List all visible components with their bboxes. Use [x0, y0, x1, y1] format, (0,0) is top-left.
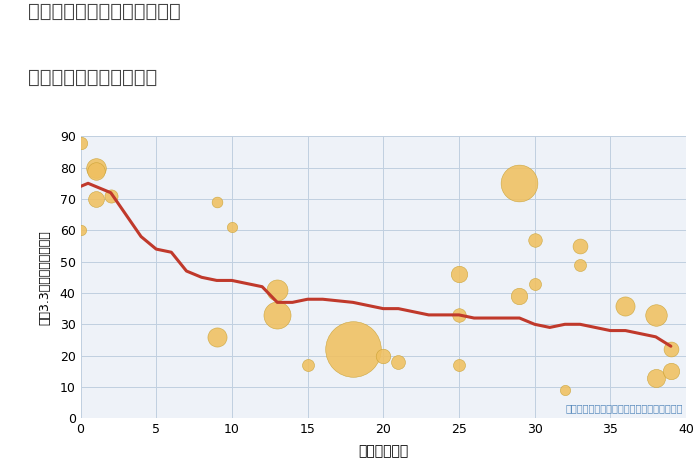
Point: [90, 167, 101, 174]
Point: [393, 358, 404, 366]
Point: [514, 292, 525, 300]
Point: [665, 368, 676, 375]
Point: [665, 345, 676, 353]
Point: [347, 345, 358, 353]
Point: [575, 242, 586, 250]
Point: [105, 192, 116, 200]
Point: [454, 361, 465, 369]
Point: [454, 311, 465, 319]
Point: [559, 386, 570, 394]
Point: [272, 286, 283, 294]
Point: [650, 311, 662, 319]
Point: [529, 280, 540, 287]
Point: [620, 302, 631, 309]
Point: [211, 198, 223, 206]
Point: [650, 374, 662, 381]
Text: 円の大きさは、取引のあった物件面積を示す: 円の大きさは、取引のあった物件面積を示す: [566, 404, 683, 414]
Point: [211, 333, 223, 341]
Point: [454, 270, 465, 278]
Text: 築年数別中古戸建て価格: 築年数別中古戸建て価格: [28, 68, 158, 87]
Point: [302, 361, 313, 369]
Point: [575, 261, 586, 268]
Text: 岐阜県各務原市川島北山町の: 岐阜県各務原市川島北山町の: [28, 2, 181, 21]
Point: [378, 352, 389, 360]
Point: [75, 227, 86, 234]
Point: [272, 311, 283, 319]
Point: [90, 195, 101, 203]
Point: [226, 223, 237, 231]
Point: [75, 139, 86, 146]
Y-axis label: 坪（3.3㎡）単価（万円）: 坪（3.3㎡）単価（万円）: [38, 230, 51, 325]
X-axis label: 築年数（年）: 築年数（年）: [358, 445, 408, 459]
Point: [529, 236, 540, 243]
Point: [90, 164, 101, 172]
Point: [514, 180, 525, 187]
